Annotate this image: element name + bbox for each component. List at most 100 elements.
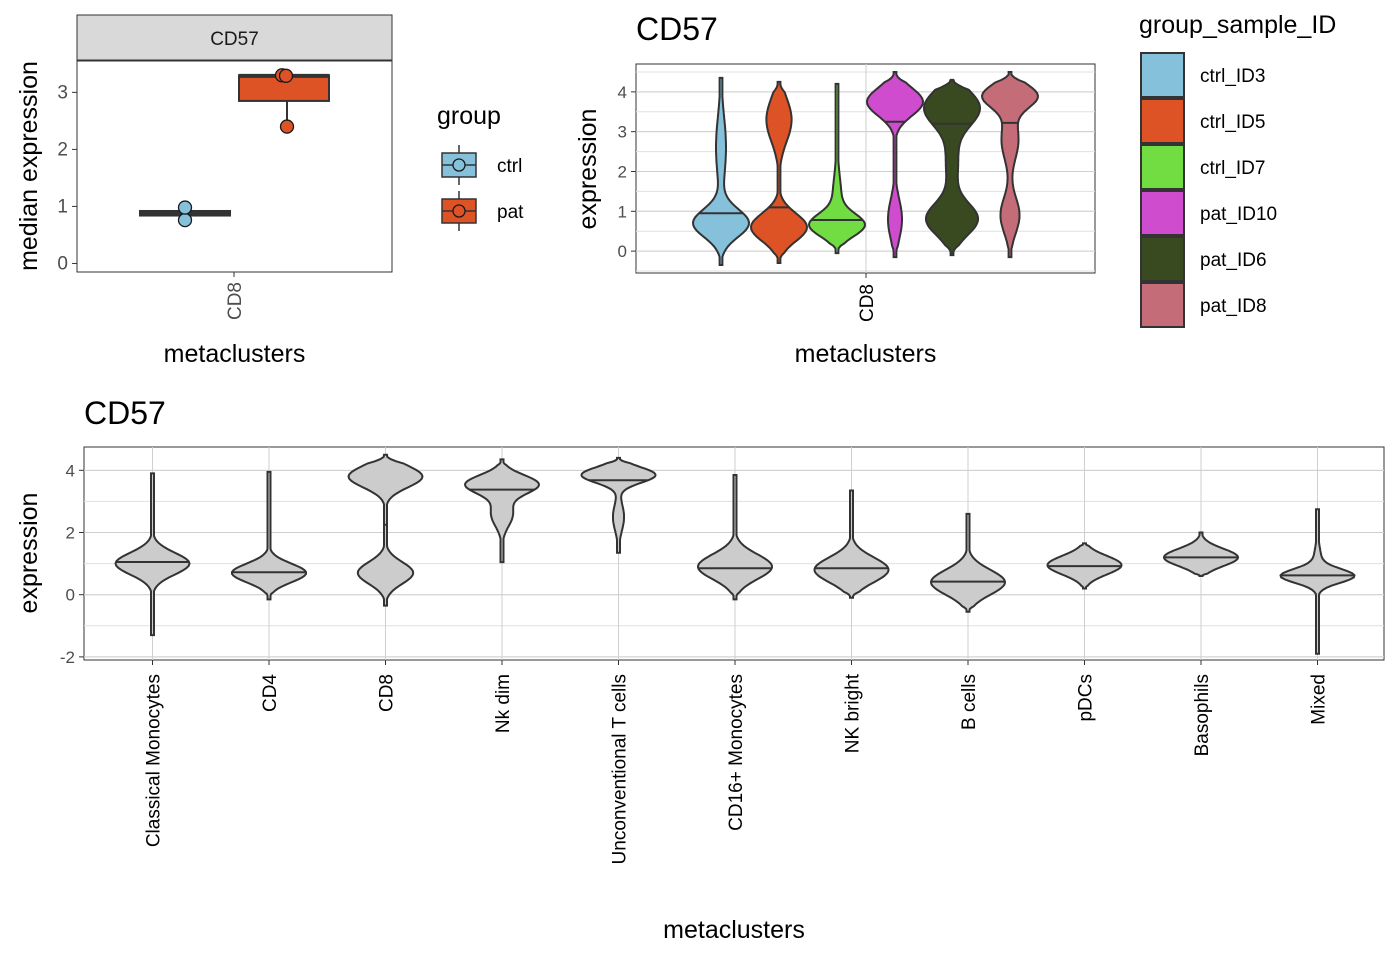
x-axis-title: metaclusters <box>164 340 306 368</box>
legend-key <box>1140 190 1185 236</box>
violin-CD4 <box>231 470 307 601</box>
data-point <box>278 68 294 83</box>
box-ctrl <box>139 200 231 228</box>
median-expression-boxplot: CD57 0 1 2 3 CD8 median expression metaclus… <box>15 14 393 368</box>
chart-title: CD57 <box>84 395 166 431</box>
x-tick-label: Classical Monocytes <box>144 674 165 847</box>
metacluster-violin-plot: CD57 -2 0 2 4 Classical Monocytes CD4 CD8 Nk d… <box>15 395 1385 944</box>
legend-key <box>1140 144 1185 190</box>
legend-label: pat_ID6 <box>1200 250 1267 271</box>
violin-Basophils <box>1162 531 1240 577</box>
facet-strip <box>76 14 393 61</box>
violin-body <box>807 82 867 255</box>
legend-key <box>1140 282 1185 328</box>
x-tick-label: CD4 <box>260 674 281 712</box>
y-axis-title: expression <box>574 109 602 230</box>
violin-body <box>749 80 809 264</box>
group-sample-id-legend: group_sample_ID ctrl_ID3 ctrl_ID5 ctrl_ID7… <box>1139 11 1336 328</box>
y-axis: 0 1 2 3 4 <box>618 83 636 261</box>
violin-pDCs <box>1046 542 1123 590</box>
violin-body <box>580 456 657 554</box>
box-pat <box>238 68 330 134</box>
violin-body <box>347 453 424 607</box>
violin-body <box>929 512 1007 613</box>
x-tick-label: B cells <box>959 674 980 730</box>
sample-violin-plot: CD57 0 1 2 3 4 CD8 expression metaclusters <box>574 11 1096 368</box>
legend-entries: ctrl pat <box>441 145 524 231</box>
legend-label: pat_ID8 <box>1200 296 1267 317</box>
y-tick-label: 2 <box>618 162 627 181</box>
legend-entry-pat_ID8: pat_ID8 <box>1140 282 1267 328</box>
violin-body <box>813 489 890 599</box>
chart-title: CD57 <box>636 11 718 47</box>
facet-strip-label: CD57 <box>210 29 259 50</box>
violin-ctrl_ID5 <box>749 80 809 264</box>
box-marks <box>139 68 330 228</box>
legend-label: ctrl <box>497 156 522 177</box>
legend-key-point <box>452 204 466 218</box>
legend-entry-pat_ID6: pat_ID6 <box>1140 236 1267 282</box>
legend-entry-pat_ID10: pat_ID10 <box>1140 190 1277 236</box>
plot-panel <box>76 60 393 273</box>
x-axis-title: metaclusters <box>795 340 937 368</box>
x-tick-label: Basophils <box>1192 674 1213 756</box>
y-tick-label: 2 <box>66 524 75 543</box>
x-tick-label: pDCs <box>1076 674 1097 722</box>
violin-NK bright <box>813 489 890 599</box>
legend-entry-ctrl: ctrl <box>441 145 522 185</box>
y-tick-label: -2 <box>60 648 75 667</box>
violin-body <box>231 470 307 601</box>
y-axis: 0 1 2 3 <box>57 82 77 274</box>
legend-entry-pat: pat <box>441 191 524 231</box>
x-tick-label: Mixed <box>1309 674 1330 725</box>
violin-body <box>1279 508 1356 655</box>
legend-key <box>1140 98 1185 144</box>
violin-pat_ID6 <box>922 78 982 257</box>
violin-pat_ID8 <box>980 71 1040 259</box>
y-tick-label: 3 <box>618 123 627 142</box>
legend-key <box>1140 52 1185 98</box>
data-point <box>177 200 193 215</box>
violin-body <box>1162 531 1240 577</box>
x-tick-label: CD8 <box>377 674 398 712</box>
legend-entry-ctrl_ID5: ctrl_ID5 <box>1140 98 1265 144</box>
y-tick-label: 1 <box>57 196 68 217</box>
legend-entries: ctrl_ID3 ctrl_ID5 ctrl_ID7 pat_ID10 pat_ID6p… <box>1140 52 1277 328</box>
legend-key <box>1140 236 1185 282</box>
group-legend: group ctrl pat <box>437 102 524 231</box>
x-axis: Classical Monocytes CD4 CD8 Nk dim Unconvent… <box>144 660 1330 864</box>
y-axis: -2 0 2 4 <box>60 461 84 667</box>
y-tick-label: 4 <box>618 83 627 102</box>
violin-CD16+ Monocytes <box>696 474 774 601</box>
x-axis: CD8 <box>225 272 246 320</box>
x-tick-label: Nk dim <box>493 674 514 733</box>
y-tick-label: 0 <box>66 586 75 605</box>
violin-body <box>691 76 751 266</box>
y-axis-title: expression <box>15 493 43 614</box>
y-tick-label: 0 <box>618 242 627 261</box>
violin-marks <box>691 71 1040 266</box>
y-tick-label: 0 <box>57 253 68 274</box>
violin-body <box>114 472 191 637</box>
y-tick-label: 1 <box>618 202 627 221</box>
x-tick-label: CD8 <box>225 282 246 320</box>
legend-title: group_sample_ID <box>1139 11 1336 39</box>
violin-Unconventional T cells <box>580 456 657 554</box>
violin-ctrl_ID7 <box>807 82 867 255</box>
x-axis: CD8 <box>857 273 878 322</box>
violin-pat_ID10 <box>865 71 925 259</box>
y-tick-label: 4 <box>66 461 75 480</box>
violin-Mixed <box>1279 508 1356 655</box>
violin-body <box>865 71 925 259</box>
legend-key-point <box>452 158 466 172</box>
x-tick-label: Unconventional T cells <box>610 674 631 864</box>
x-tick-label: NK bright <box>843 673 864 753</box>
legend-title: group <box>437 102 501 130</box>
x-axis-title: metaclusters <box>663 916 805 944</box>
legend-label: pat <box>497 202 524 223</box>
legend-label: pat_ID10 <box>1200 204 1277 225</box>
violin-Classical Monocytes <box>114 472 191 637</box>
y-tick-label: 3 <box>57 82 68 103</box>
violin-B cells <box>929 512 1007 613</box>
